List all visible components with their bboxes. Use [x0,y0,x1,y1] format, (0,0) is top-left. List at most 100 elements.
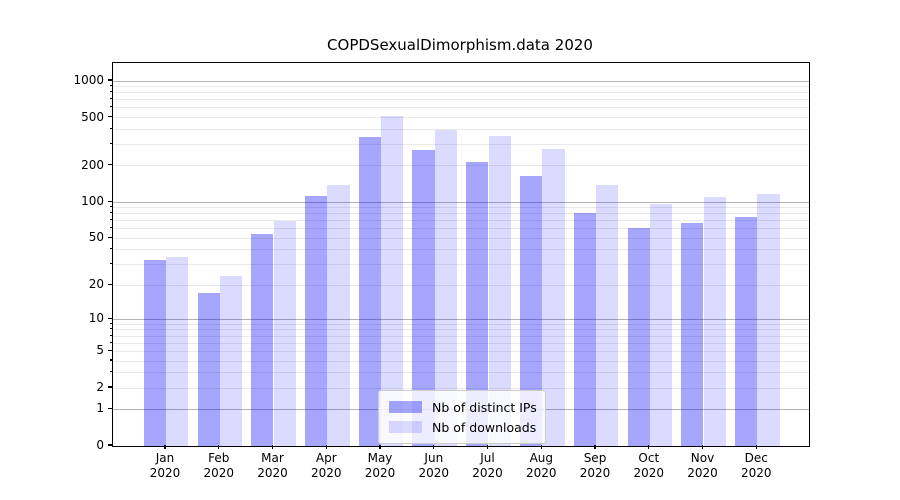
y-minor-tick-mark [109,322,112,324]
x-tick-mark [755,445,757,449]
y-minor-tick-mark [109,91,112,93]
gridline [113,264,809,266]
x-tick-mark [486,445,489,449]
bar-downloads-sep [596,184,619,446]
y-tick-mark [107,349,112,351]
bar-downloads-dec [757,193,780,446]
x-tick-label-feb: Feb 2020 [203,451,235,480]
gridline [113,207,809,209]
y-minor-tick-mark [109,219,112,221]
x-tick-mark [218,445,220,449]
x-tick-label-aug: Aug 2020 [526,451,557,480]
y-minor-tick-mark [109,142,112,144]
bar-ips-feb [197,293,220,446]
y-minor-tick-mark [109,248,112,250]
y-minor-tick-mark [109,359,112,361]
bar-ips-oct [627,227,650,446]
y-tick-label-0: 0 [96,438,104,452]
bar-downloads-jan [166,256,189,446]
bar-downloads-aug [542,148,565,446]
y-minor-tick-mark [109,206,112,208]
bar-ips-apr [304,195,328,446]
y-tick-mark [107,115,112,118]
y-minor-tick-mark [109,227,112,229]
x-tick-label-jun: Jun 2020 [418,451,450,480]
bar-downloads-nov [703,196,726,446]
x-tick-mark [271,445,274,449]
gridline [113,128,809,130]
bar-ips-jun [412,149,435,446]
legend-label: Nb of downloads [432,419,537,435]
y-minor-tick-mark [109,98,112,100]
gridline [113,99,809,101]
gridline [113,329,809,331]
gridline [113,117,809,118]
x-tick-mark [379,445,381,449]
y-tick-mark [107,79,112,81]
y-minor-tick-mark [109,84,112,87]
gridline [113,228,809,230]
bar-ips-may [358,137,381,446]
legend-label: Nb of distinct IPs [432,399,537,415]
gridline [113,249,809,251]
y-minor-tick-mark [109,341,112,343]
gridline [113,350,809,352]
x-tick-label-apr: Apr 2020 [311,451,342,480]
gridline [113,237,809,239]
bar-ips-aug [519,175,543,446]
legend-item: Nb of downloads [389,417,537,437]
y-tick-label-100: 100 [81,194,104,209]
bar-ips-nov [681,223,704,446]
y-minor-tick-mark [109,106,112,108]
x-tick-mark [648,445,650,449]
bar-ips-sep [573,212,596,446]
x-tick-mark [594,445,596,449]
gridline [113,335,809,337]
y-tick-label-10: 10 [88,311,104,326]
bar-downloads-may [381,115,404,446]
gridline [113,143,809,145]
gridline [113,213,809,215]
y-tick-label-2: 2 [96,380,104,394]
y-tick-mark [107,200,112,202]
x-tick-mark [540,445,542,449]
bar-ips-jul [466,162,489,446]
y-minor-tick-mark [109,212,112,214]
x-tick-label-mar: Mar 2020 [257,451,288,480]
bar-downloads-apr [327,184,350,446]
bar-ips-dec [735,216,758,446]
gridline [113,372,809,374]
bar-downloads-mar [273,220,296,446]
y-minor-tick-mark [109,263,112,265]
y-tick-mark [107,386,112,388]
x-tick-label-sep: Sep 2020 [579,451,611,480]
y-tick-label-500: 500 [81,109,104,124]
gridline [113,323,809,325]
y-tick-mark [107,444,112,446]
y-minor-tick-mark [109,127,112,129]
gridline [113,284,809,286]
gridline [113,86,809,87]
gridline [113,342,809,344]
gridline [113,220,809,222]
y-tick-mark [107,317,112,319]
legend-item: Nb of distinct IPs [389,397,537,417]
x-tick-label-dec: Dec 2020 [741,451,772,480]
gridline [113,318,809,320]
x-tick-mark [433,445,435,449]
bar-downloads-jul [488,136,511,446]
gridline [113,107,809,109]
y-tick-mark [107,164,112,166]
y-tick-label-1000: 1000 [73,73,104,87]
y-minor-tick-mark [109,328,112,330]
y-tick-label-1: 1 [96,401,104,416]
y-minor-tick-mark [109,371,112,373]
y-tick-label-50: 50 [88,230,104,245]
x-tick-label-may: May 2020 [364,451,396,480]
y-tick-label-200: 200 [81,157,104,172]
gridline [113,387,809,389]
x-tick-label-nov: Nov 2020 [687,451,718,480]
x-tick-mark [164,445,166,449]
gridline [113,360,809,362]
x-tick-mark [701,445,704,449]
